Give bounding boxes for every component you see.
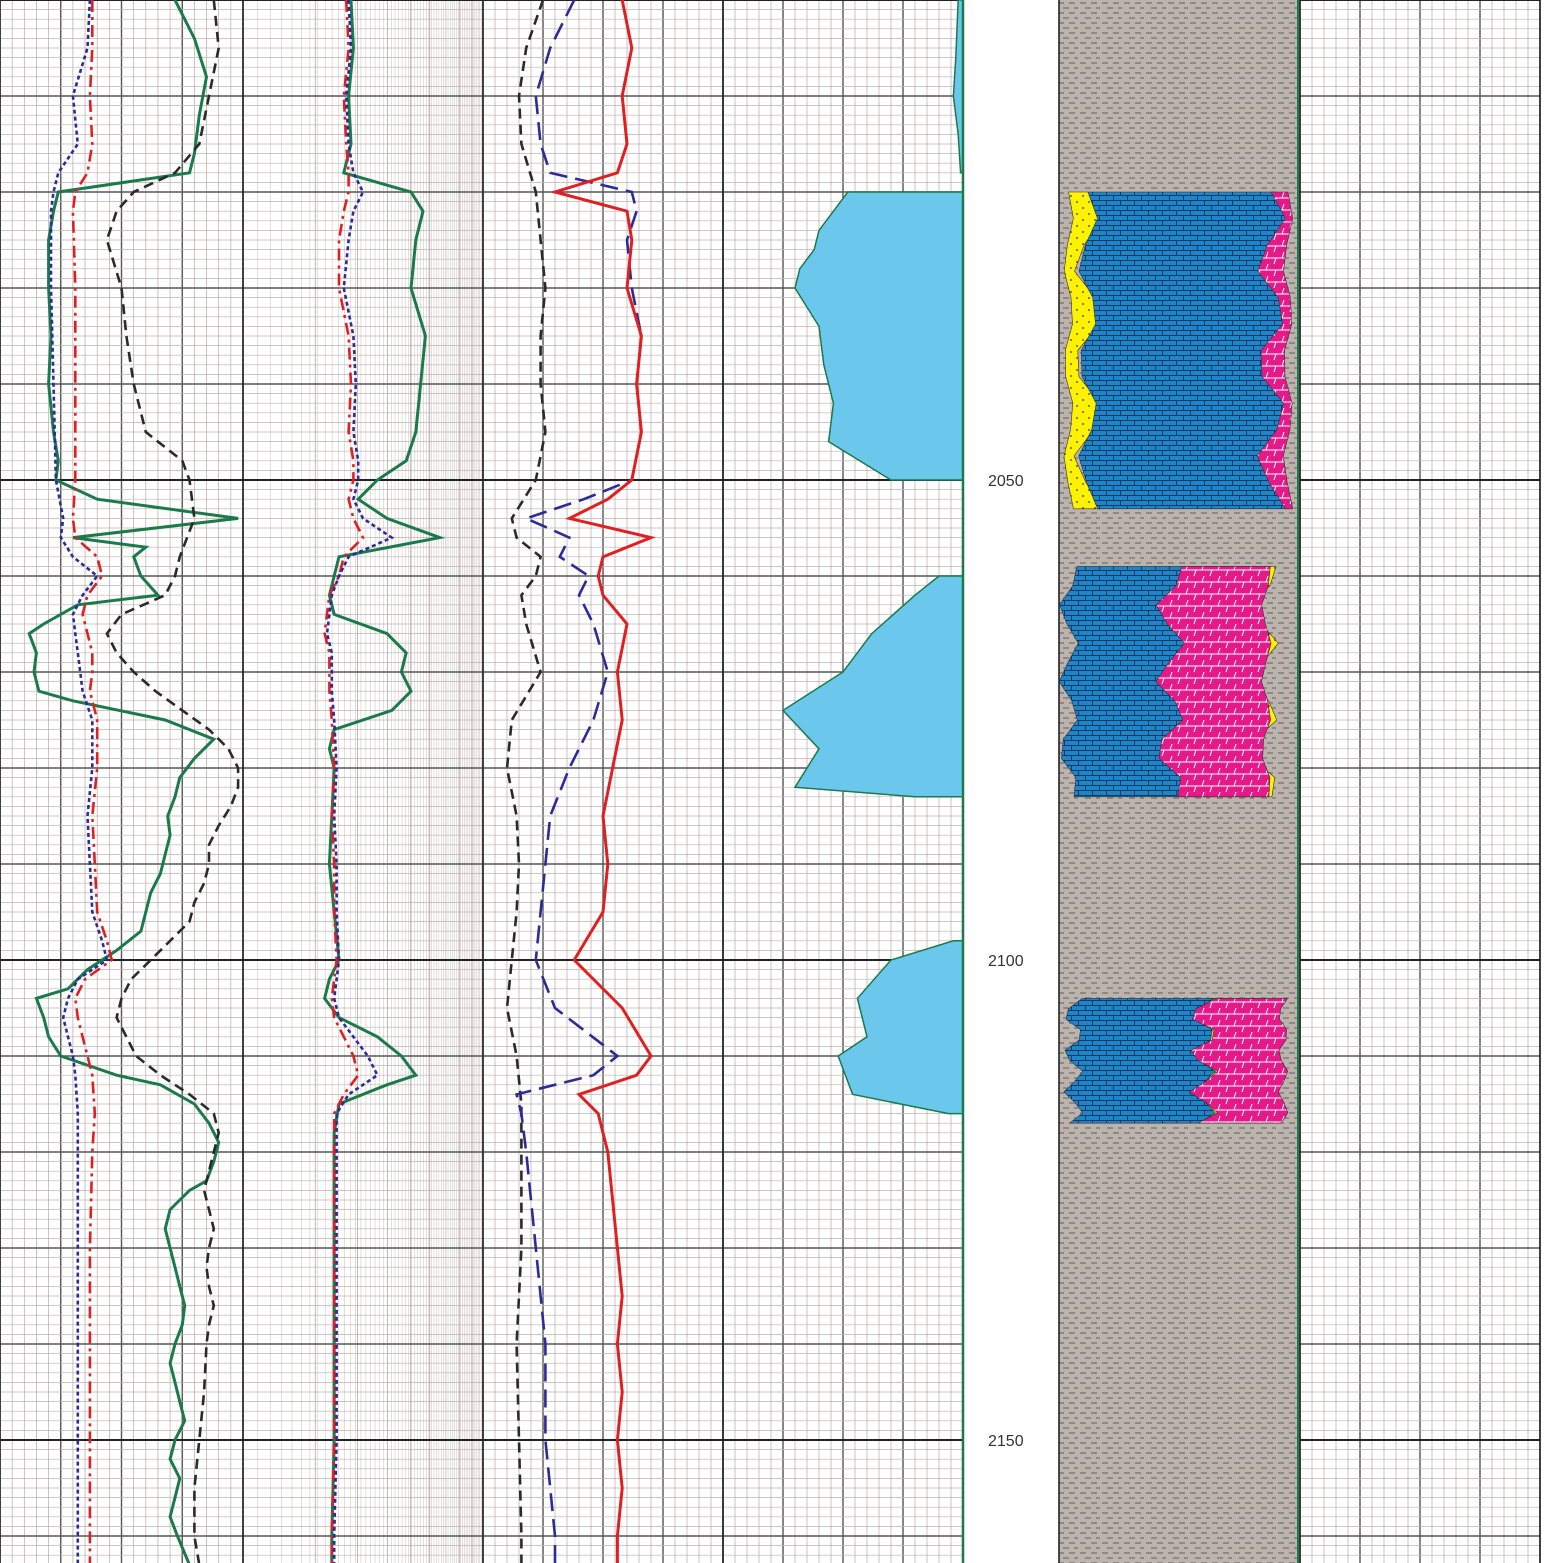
curve-layer — [27, 0, 1299, 1563]
lithology-dolomite-1 — [1155, 566, 1272, 798]
track-8-grid — [1299, 0, 1541, 1563]
label-layer: 2050 2100 2150 — [988, 473, 1024, 1450]
depth-label-2150: 2150 — [988, 1433, 1024, 1450]
track-1-curve-3 — [71, 0, 114, 1563]
track-2-curve-1 — [323, 0, 365, 1563]
sp-fill-0 — [952, 0, 964, 174]
track-3-hgrid — [483, 0, 723, 1556]
track-1-curve-2 — [49, 0, 109, 1563]
track-3-grid — [482, 0, 724, 1563]
sp-fill-1 — [794, 191, 964, 481]
depth-label-2100: 2100 — [988, 953, 1024, 970]
lithology-limestone-2 — [1063, 998, 1216, 1124]
track-2-curve-0 — [322, 0, 446, 1563]
track-3-curve-0 — [505, 0, 547, 1563]
sp-fill-3 — [837, 940, 964, 1115]
track-1-curve-1 — [105, 0, 240, 1563]
track-2-grid — [242, 0, 484, 1563]
track-1-grid — [0, 0, 244, 1563]
track-8-hgrid — [1300, 0, 1540, 1556]
track-2-hgrid — [243, 0, 483, 1556]
depth-label-2050: 2050 — [988, 473, 1024, 490]
depth-track-background — [963, 0, 1059, 1563]
track-3-curve-2 — [549, 0, 656, 1563]
track-2-curve-2 — [325, 0, 395, 1563]
lithology-dolomite-0 — [1256, 191, 1294, 510]
lithology-dolomite-2 — [1188, 998, 1289, 1124]
lithology-limestone-0 — [1078, 191, 1289, 510]
fill-layer — [781, 0, 1294, 1124]
sp-fill-2 — [781, 575, 964, 798]
